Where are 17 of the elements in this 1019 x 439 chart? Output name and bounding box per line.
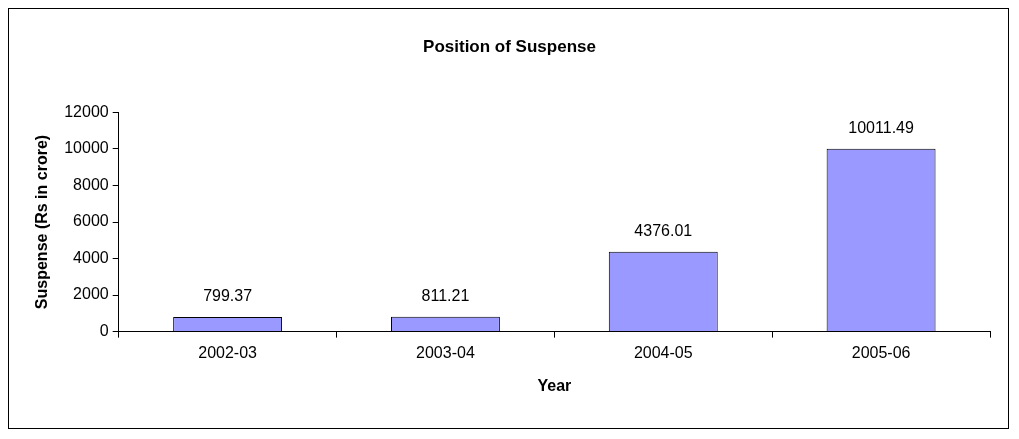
chart-title: Position of Suspense xyxy=(423,36,596,56)
x-tick-label: 2002-03 xyxy=(198,343,258,361)
x-tick-label: 2004-05 xyxy=(633,343,693,361)
y-tick-label: 12000 xyxy=(64,102,109,120)
data-label: 4376.01 xyxy=(634,222,693,240)
data-label: 799.37 xyxy=(203,287,253,305)
x-tick-label: 2003-04 xyxy=(416,343,475,361)
y-tick-label: 2000 xyxy=(73,285,109,303)
y-tick-label: 10000 xyxy=(64,139,109,157)
x-tick-label: 2005-06 xyxy=(851,343,911,361)
data-label: 811.21 xyxy=(421,287,470,305)
y-tick-label: 0 xyxy=(99,322,109,340)
y-tick-label: 8000 xyxy=(73,175,109,193)
y-tick-label: 4000 xyxy=(73,248,109,266)
data-label: 10011.49 xyxy=(848,119,914,137)
y-axis-title: Suspense (Rs in crore) xyxy=(33,134,51,310)
y-tick-label: 6000 xyxy=(73,212,109,230)
